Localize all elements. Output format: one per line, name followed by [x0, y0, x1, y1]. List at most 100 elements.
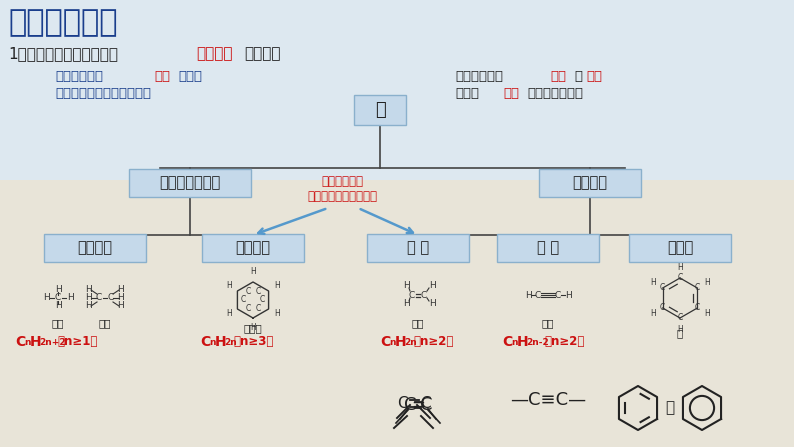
Text: C: C	[96, 294, 102, 303]
Text: 连接，: 连接，	[178, 70, 202, 83]
Text: 碳原子皆为饱和碳原子的烃: 碳原子皆为饱和碳原子的烃	[55, 87, 151, 100]
Text: H: H	[677, 325, 683, 333]
Text: C: C	[108, 294, 114, 303]
Text: —C≡C—: —C≡C—	[510, 391, 586, 409]
FancyBboxPatch shape	[497, 234, 599, 262]
Text: 甲烷: 甲烷	[52, 318, 64, 328]
Text: 所含碳原子以: 所含碳原子以	[455, 70, 503, 83]
FancyBboxPatch shape	[44, 234, 146, 262]
Text: C: C	[15, 335, 25, 349]
Text: （n≥2）: （n≥2）	[544, 335, 584, 348]
Text: H: H	[215, 335, 226, 349]
Text: H: H	[403, 282, 410, 291]
Text: 2n: 2n	[224, 338, 237, 347]
Text: 芳香烃: 芳香烃	[667, 240, 693, 256]
Text: C: C	[420, 396, 430, 412]
Text: H: H	[55, 301, 61, 311]
Text: C: C	[555, 291, 561, 299]
Text: （n≥3）: （n≥3）	[233, 335, 273, 348]
Text: H: H	[677, 262, 683, 271]
Text: n: n	[389, 338, 395, 347]
Text: C: C	[380, 335, 390, 349]
Text: 不是同系物，
但可以互为同分异构体: 不是同系物， 但可以互为同分异构体	[307, 175, 377, 203]
Text: C: C	[255, 304, 260, 313]
Text: H: H	[86, 294, 92, 303]
Text: H: H	[67, 294, 73, 303]
Text: H: H	[704, 309, 710, 318]
Text: H: H	[30, 335, 41, 349]
Text: H: H	[225, 282, 232, 291]
FancyBboxPatch shape	[354, 95, 406, 125]
FancyBboxPatch shape	[367, 234, 469, 262]
Text: 环状烷烃: 环状烷烃	[236, 240, 271, 256]
Text: H: H	[225, 309, 232, 319]
Text: 成键方式: 成键方式	[196, 46, 233, 61]
Text: H: H	[525, 291, 531, 299]
Text: C: C	[695, 304, 700, 312]
Text: 1、根据烃分子中碳原子间: 1、根据烃分子中碳原子间	[8, 46, 118, 61]
Text: C: C	[245, 287, 251, 296]
FancyBboxPatch shape	[539, 169, 641, 197]
Text: 炔 烃: 炔 烃	[537, 240, 559, 256]
Text: C: C	[260, 295, 265, 304]
Text: 烯 烃: 烯 烃	[407, 240, 429, 256]
Text: 烃: 烃	[375, 101, 385, 119]
Text: H: H	[275, 309, 280, 319]
Text: H: H	[118, 301, 125, 311]
Text: H: H	[517, 335, 529, 349]
Text: C: C	[404, 396, 416, 414]
Text: C: C	[660, 304, 665, 312]
Text: 碳原子全部以: 碳原子全部以	[55, 70, 103, 83]
Text: H: H	[395, 335, 407, 349]
Text: =: =	[411, 396, 425, 414]
Text: C: C	[409, 291, 415, 299]
Text: （n≥2）: （n≥2）	[413, 335, 453, 348]
Text: 乙烯: 乙烯	[412, 318, 424, 328]
Text: C: C	[660, 283, 665, 292]
Text: 不饱和烃: 不饱和烃	[572, 176, 607, 190]
Text: 饱和烃（烷烃）: 饱和烃（烷烃）	[160, 176, 221, 190]
FancyBboxPatch shape	[629, 234, 731, 262]
Text: H: H	[429, 282, 435, 291]
Text: C: C	[55, 294, 61, 303]
Text: 链状烷烃: 链状烷烃	[78, 240, 113, 256]
Text: 的不同：: 的不同：	[244, 46, 280, 61]
Text: C: C	[255, 287, 260, 296]
Text: H: H	[250, 267, 256, 277]
Text: 乙炔: 乙炔	[542, 318, 554, 328]
Bar	[0, 180, 794, 447]
Text: C: C	[200, 335, 210, 349]
Text: 2n-2: 2n-2	[526, 338, 549, 347]
Text: H: H	[704, 278, 710, 287]
Text: n: n	[209, 338, 215, 347]
Text: H: H	[429, 299, 435, 308]
Text: H: H	[86, 301, 92, 311]
Text: H: H	[43, 294, 49, 303]
Text: 2n: 2n	[404, 338, 417, 347]
FancyBboxPatch shape	[129, 169, 251, 197]
Text: H: H	[55, 286, 61, 295]
Text: C: C	[397, 396, 408, 412]
Text: C: C	[677, 313, 683, 322]
Text: H: H	[565, 291, 572, 299]
Text: 苯: 苯	[676, 328, 683, 338]
Text: C: C	[245, 304, 251, 313]
Text: 三键: 三键	[586, 70, 602, 83]
Text: n: n	[511, 338, 518, 347]
Text: H: H	[650, 278, 656, 287]
Text: H: H	[275, 282, 280, 291]
Text: H: H	[118, 286, 125, 295]
Text: （n≥1）: （n≥1）	[57, 335, 98, 348]
Text: C: C	[420, 396, 432, 414]
Text: 苯环: 苯环	[503, 87, 519, 100]
Text: H: H	[403, 299, 410, 308]
Text: n: n	[24, 338, 30, 347]
Text: 单键: 单键	[154, 70, 170, 83]
Text: 2n+2: 2n+2	[39, 338, 66, 347]
Text: 乙烷: 乙烷	[98, 318, 111, 328]
Text: 连接或: 连接或	[455, 87, 479, 100]
Text: 环己烷: 环己烷	[244, 323, 262, 333]
Text: 二、烃的分类: 二、烃的分类	[8, 8, 118, 37]
Text: C: C	[502, 335, 512, 349]
Text: C: C	[695, 283, 700, 292]
